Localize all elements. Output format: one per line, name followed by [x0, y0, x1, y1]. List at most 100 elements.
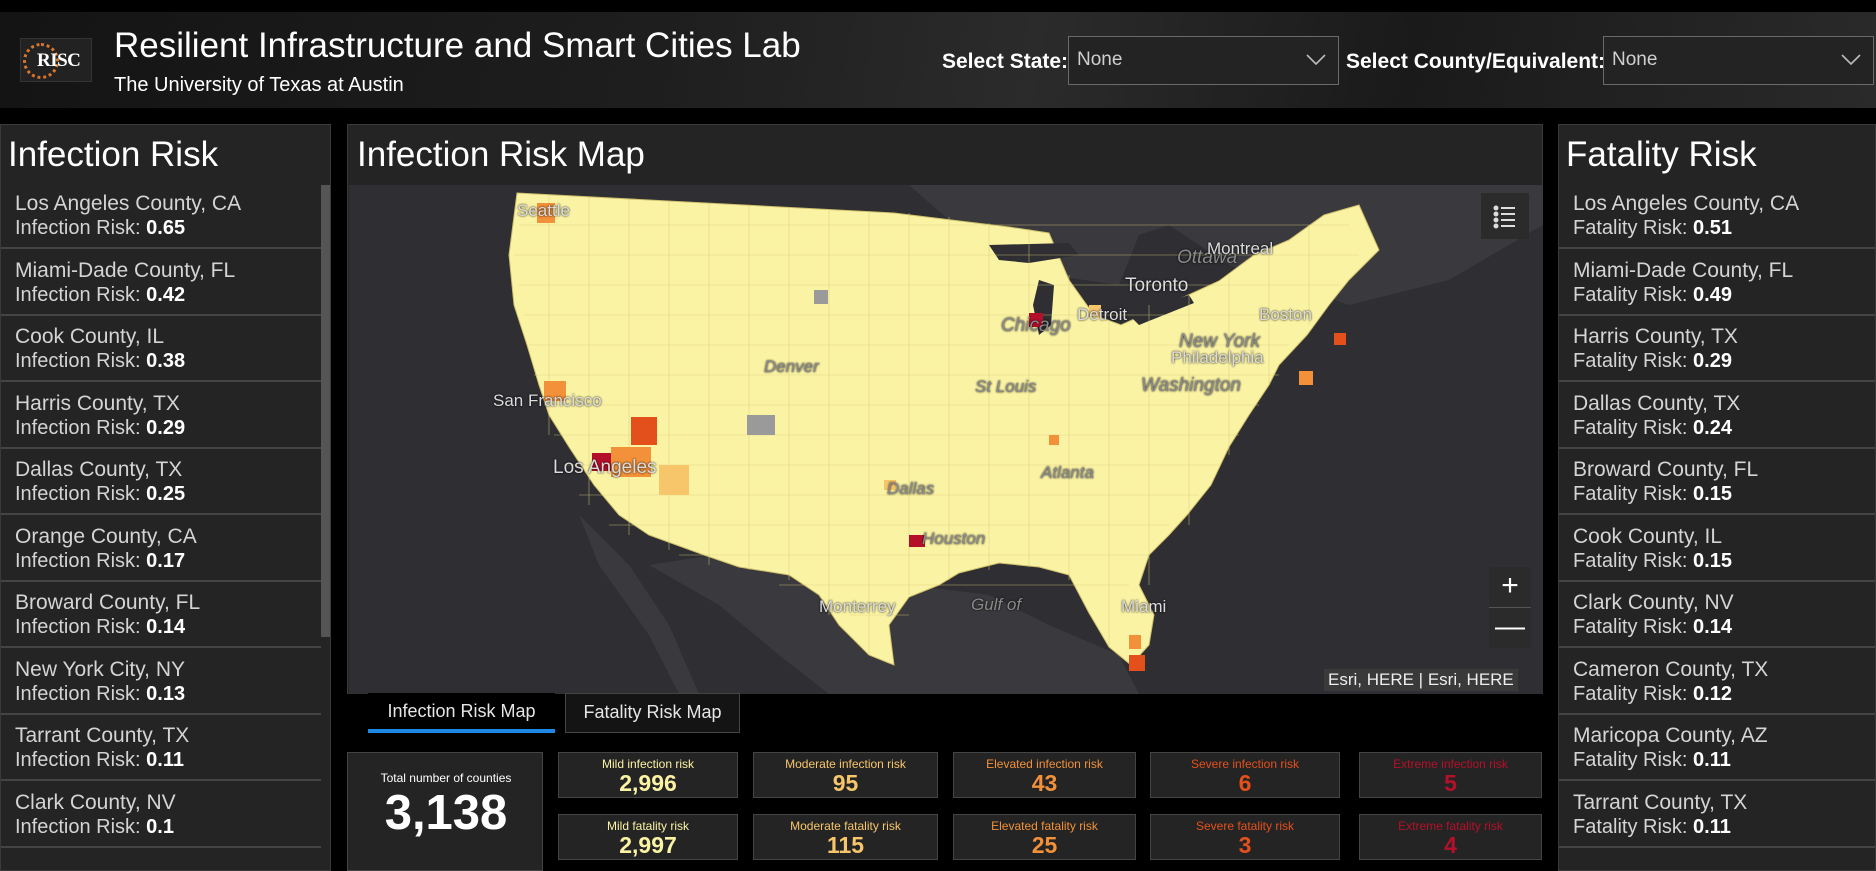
risk-metric-label: Infection Risk:: [15, 350, 141, 372]
list-item[interactable]: Los Angeles County, CA Infection Risk: 0.…: [1, 185, 321, 249]
total-counties-box: Total number of counties 3,138: [347, 752, 543, 871]
baja-land: [579, 515, 699, 694]
risk-value: 0.12: [1693, 682, 1732, 705]
list-item[interactable]: New York City, NY Infection Risk: 0.13: [1, 650, 321, 715]
risk-metric-label: Infection Risk:: [15, 283, 141, 306]
county-name: Clark County, NV: [15, 790, 176, 814]
risk-value: 0.42: [146, 283, 186, 306]
risk-metric-label: Fatality Risk:: [1573, 549, 1688, 572]
risk-value: 0.15: [1693, 549, 1732, 572]
county-maricopa: [631, 417, 657, 445]
county-nyc: [1334, 333, 1346, 345]
list-item[interactable]: Maricopa County, AZ Fatality Risk: 0.11: [1559, 717, 1875, 781]
list-item[interactable]: Broward County, FL Fatality Risk: 0.15: [1559, 451, 1875, 515]
state-select[interactable]: None: [1068, 36, 1339, 85]
list-item[interactable]: Cameron County, TX Fatality Risk: 0.12: [1559, 650, 1875, 715]
list-item[interactable]: Clark County, NV Fatality Risk: 0.14: [1559, 584, 1875, 648]
risk-value: 0.25: [146, 483, 186, 505]
risk-metric-label: Fatality Risk:: [1573, 350, 1688, 372]
state-select-label: Select State:: [942, 50, 1069, 73]
risk-value-row: Fatality Risk: 0.51: [1573, 217, 1732, 240]
infection-risk-panel: Infection Risk Los Angeles County, CA Inf…: [0, 124, 331, 871]
stat-value: 115: [826, 832, 865, 858]
list-item[interactable]: Dallas County, TX Infection Risk: 0.25: [1, 451, 321, 515]
risk-value-row: Infection Risk: 0.11: [15, 749, 184, 772]
list-item[interactable]: Orange County, CA Infection Risk: 0.17: [1, 517, 321, 582]
risk-metric-label: Fatality Risk:: [1573, 749, 1688, 771]
risk-value-row: Fatality Risk: 0.11: [1573, 749, 1731, 772]
infection-stat-box: Extreme infection risk 5: [1359, 752, 1542, 798]
total-counties-label: Total number of counties: [380, 771, 512, 785]
risk-value: 0.11: [1693, 815, 1731, 838]
gulf-label: Gulf of: [971, 595, 1022, 614]
city-label-denver: Denver: [764, 357, 819, 376]
stat-label: Extreme infection risk: [1393, 757, 1508, 771]
list-item[interactable]: Tarrant County, TX Fatality Risk: 0.11: [1559, 783, 1875, 848]
legend-button[interactable]: [1481, 193, 1529, 239]
risk-value: 0.14: [1693, 616, 1732, 638]
risk-metric-label: Infection Risk:: [15, 616, 141, 638]
list-item[interactable]: Tarrant County, TX Infection Risk: 0.11: [1, 717, 321, 781]
county-name: New York City, NY: [15, 657, 185, 681]
stat-value: 6: [1238, 770, 1252, 796]
risk-value: 0.17: [146, 549, 186, 572]
infection-panel-title: Infection Risk: [8, 135, 219, 174]
infection-list-scrollbar[interactable]: [321, 185, 330, 637]
risk-value: 0.14: [146, 616, 186, 638]
county-name: Cook County, IL: [1573, 524, 1723, 548]
zoom-out-button[interactable]: —: [1489, 608, 1531, 648]
list-item[interactable]: Clark County, NV Infection Risk: 0.1: [1, 783, 321, 848]
tab-infection-risk-map[interactable]: Infection Risk Map: [368, 693, 555, 733]
list-item[interactable]: Cook County, IL Fatality Risk: 0.15: [1559, 517, 1875, 582]
risk-value: 0.24: [1693, 416, 1732, 439]
infection-stat-box: Severe infection risk 6: [1150, 752, 1340, 798]
city-label-new-york: New York: [1179, 331, 1260, 352]
list-item[interactable]: Miami-Dade County, FL Infection Risk: 0.4…: [1, 251, 321, 316]
zoom-in-button[interactable]: +: [1489, 567, 1531, 607]
tab-fatality-risk-map[interactable]: Fatality Risk Map: [565, 693, 740, 733]
risk-value-row: Fatality Risk: 0.12: [1573, 683, 1732, 706]
county-sf: [544, 381, 566, 401]
county-name: Harris County, TX: [15, 391, 180, 415]
stat-value: 4: [1444, 832, 1457, 858]
county-pima: [659, 465, 689, 495]
list-item[interactable]: Broward County, FL Infection Risk: 0.14: [1, 584, 321, 648]
list-item[interactable]: Cook County, IL Infection Risk: 0.38: [1, 318, 321, 382]
stat-label: Severe infection risk: [1190, 757, 1300, 771]
list-item[interactable]: Los Angeles County, CA Fatality Risk: 0.5…: [1559, 185, 1875, 249]
stat-label: Moderate fatality risk: [790, 819, 901, 833]
risk-map-view[interactable]: Seattle Ottawa Montreal Toronto Boston C…: [349, 185, 1543, 694]
list-item[interactable]: Miami-Dade County, FL Fatality Risk: 0.49: [1559, 251, 1875, 316]
county-elev-3: [1089, 305, 1101, 317]
risk-metric-label: Infection Risk:: [15, 549, 141, 572]
zoom-divider: [1489, 607, 1531, 608]
list-item[interactable]: Harris County, TX Fatality Risk: 0.29: [1559, 318, 1875, 382]
risk-value-row: Infection Risk: 0.14: [15, 616, 185, 639]
list-item[interactable]: Harris County, TX Infection Risk: 0.29: [1, 384, 321, 449]
list-icon: [1493, 205, 1515, 229]
county-select[interactable]: None: [1603, 36, 1874, 85]
risk-value-row: Fatality Risk: 0.15: [1573, 550, 1732, 573]
list-item[interactable]: Dallas County, TX Fatality Risk: 0.24: [1559, 384, 1875, 449]
risk-metric-label: Infection Risk:: [15, 682, 141, 705]
fatality-stat-box: Extreme fatality risk 4: [1359, 814, 1542, 860]
risk-value-row: Infection Risk: 0.1: [15, 816, 174, 839]
risk-value: 0.15: [1693, 483, 1732, 505]
city-label-toronto: Toronto: [1125, 275, 1189, 296]
risk-metric-label: Fatality Risk:: [1573, 217, 1688, 239]
risk-value: 0.1: [146, 815, 174, 838]
city-label-dallas: Dallas: [887, 479, 935, 498]
risk-value-row: Fatality Risk: 0.14: [1573, 616, 1732, 639]
logo-text: RISC: [37, 50, 81, 71]
city-label-houston: Houston: [922, 529, 986, 548]
stat-label: Mild infection risk: [601, 757, 695, 771]
risk-metric-label: Infection Risk:: [15, 416, 141, 439]
county-name: Tarrant County, TX: [15, 724, 190, 747]
risk-metric-label: Infection Risk:: [15, 483, 141, 505]
county-name: Tarrant County, TX: [1573, 790, 1748, 814]
county-harris: [909, 535, 925, 547]
risk-value-row: Infection Risk: 0.17: [15, 550, 185, 573]
county-elev-2: [1049, 435, 1059, 445]
county-grid: [514, 195, 1359, 655]
risk-value-row: Fatality Risk: 0.49: [1573, 284, 1732, 307]
